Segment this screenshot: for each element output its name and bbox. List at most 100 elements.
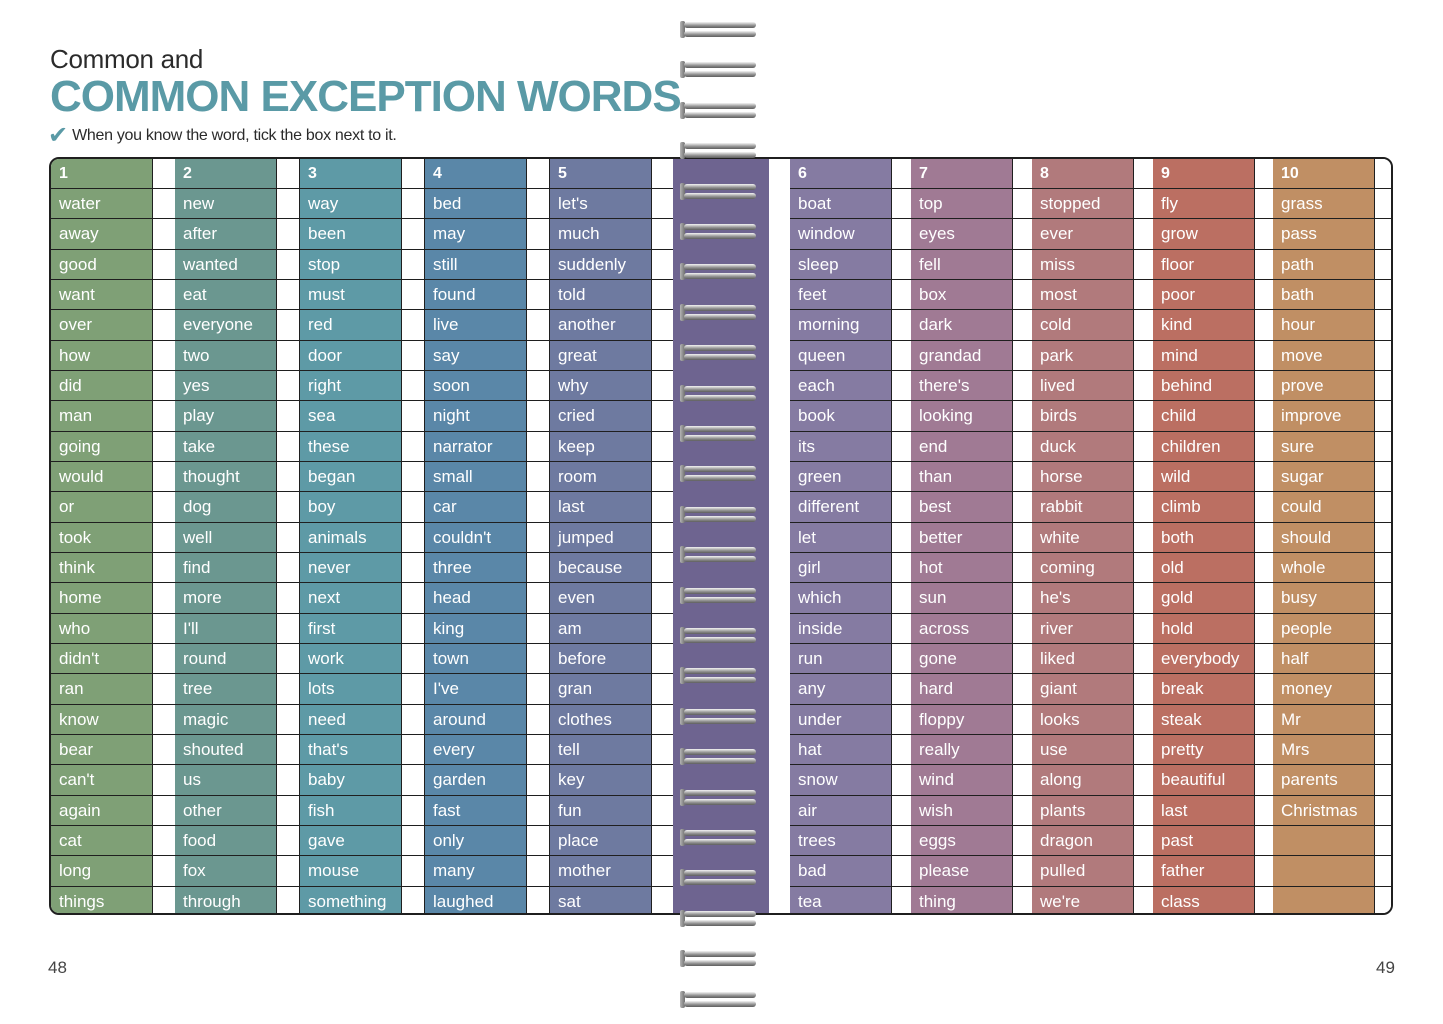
tick-box[interactable]	[1255, 462, 1277, 493]
tick-box[interactable]	[1134, 401, 1156, 432]
tick-box[interactable]	[892, 523, 914, 553]
tick-box[interactable]	[1255, 401, 1277, 432]
tick-box[interactable]	[402, 705, 424, 735]
tick-box[interactable]	[153, 280, 175, 311]
tick-box[interactable]	[1013, 280, 1035, 311]
tick-box[interactable]	[892, 280, 914, 311]
tick-box[interactable]	[1375, 371, 1391, 402]
tick-box[interactable]	[1375, 432, 1391, 462]
tick-box[interactable]	[1375, 462, 1391, 493]
tick-box[interactable]	[153, 219, 175, 250]
tick-box[interactable]	[277, 614, 299, 644]
tick-box[interactable]	[527, 219, 549, 250]
tick-box[interactable]	[153, 462, 175, 493]
tick-box[interactable]	[1255, 826, 1277, 857]
tick-box[interactable]	[1255, 735, 1277, 766]
tick-box[interactable]	[527, 280, 549, 311]
tick-box[interactable]	[652, 432, 674, 462]
tick-box[interactable]	[277, 553, 299, 584]
tick-box[interactable]	[1134, 462, 1156, 493]
tick-box[interactable]	[153, 553, 175, 584]
tick-box[interactable]	[892, 614, 914, 644]
tick-box[interactable]	[527, 887, 549, 913]
tick-box[interactable]	[1134, 492, 1156, 523]
tick-box[interactable]	[1134, 826, 1156, 857]
tick-box[interactable]	[153, 523, 175, 553]
tick-box[interactable]	[402, 826, 424, 857]
tick-box[interactable]	[1013, 583, 1035, 614]
tick-box[interactable]	[1134, 674, 1156, 705]
tick-box[interactable]	[153, 250, 175, 280]
tick-box[interactable]	[1255, 796, 1277, 826]
tick-box[interactable]	[1255, 492, 1277, 523]
tick-box[interactable]	[402, 310, 424, 341]
tick-box[interactable]	[402, 250, 424, 280]
tick-box[interactable]	[1134, 219, 1156, 250]
tick-box[interactable]	[402, 614, 424, 644]
tick-box[interactable]	[402, 887, 424, 913]
tick-box[interactable]	[277, 826, 299, 857]
tick-box[interactable]	[402, 583, 424, 614]
tick-box[interactable]	[277, 887, 299, 913]
tick-box[interactable]	[527, 341, 549, 371]
tick-box[interactable]	[527, 644, 549, 675]
tick-box[interactable]	[1134, 765, 1156, 796]
tick-box[interactable]	[1255, 250, 1277, 280]
tick-box[interactable]	[652, 705, 674, 735]
tick-box[interactable]	[1255, 614, 1277, 644]
tick-box[interactable]	[1013, 614, 1035, 644]
tick-box[interactable]	[1255, 674, 1277, 705]
tick-box[interactable]	[652, 401, 674, 432]
tick-box[interactable]	[1375, 583, 1391, 614]
tick-box[interactable]	[1013, 401, 1035, 432]
tick-box[interactable]	[1134, 341, 1156, 371]
tick-box[interactable]	[402, 432, 424, 462]
tick-box[interactable]	[153, 826, 175, 857]
tick-box[interactable]	[1255, 523, 1277, 553]
tick-box[interactable]	[892, 250, 914, 280]
tick-box[interactable]	[652, 492, 674, 523]
tick-box[interactable]	[1013, 856, 1035, 887]
tick-box[interactable]	[1255, 856, 1277, 887]
tick-box[interactable]	[1134, 189, 1156, 220]
tick-box[interactable]	[1013, 250, 1035, 280]
tick-box[interactable]	[277, 432, 299, 462]
tick-box[interactable]	[1134, 583, 1156, 614]
tick-box[interactable]	[1255, 280, 1277, 311]
tick-box[interactable]	[1013, 523, 1035, 553]
tick-box[interactable]	[892, 310, 914, 341]
tick-box[interactable]	[277, 796, 299, 826]
tick-box[interactable]	[527, 856, 549, 887]
tick-box[interactable]	[652, 674, 674, 705]
tick-box[interactable]	[402, 765, 424, 796]
tick-box[interactable]	[277, 765, 299, 796]
tick-box[interactable]	[1375, 492, 1391, 523]
tick-box[interactable]	[1255, 432, 1277, 462]
tick-box[interactable]	[892, 705, 914, 735]
tick-box[interactable]	[652, 856, 674, 887]
tick-box[interactable]	[153, 189, 175, 220]
tick-box[interactable]	[892, 401, 914, 432]
tick-box[interactable]	[1255, 644, 1277, 675]
tick-box[interactable]	[402, 674, 424, 705]
tick-box[interactable]	[1013, 826, 1035, 857]
tick-box[interactable]	[652, 310, 674, 341]
tick-box[interactable]	[1134, 644, 1156, 675]
tick-box[interactable]	[892, 856, 914, 887]
tick-box[interactable]	[1013, 432, 1035, 462]
tick-box[interactable]	[1375, 674, 1391, 705]
tick-box[interactable]	[153, 371, 175, 402]
tick-box[interactable]	[153, 856, 175, 887]
tick-box[interactable]	[1013, 644, 1035, 675]
tick-box[interactable]	[652, 341, 674, 371]
tick-box[interactable]	[527, 371, 549, 402]
tick-box[interactable]	[1375, 341, 1391, 371]
tick-box[interactable]	[652, 796, 674, 826]
tick-box[interactable]	[1255, 310, 1277, 341]
tick-box[interactable]	[277, 189, 299, 220]
tick-box[interactable]	[1013, 189, 1035, 220]
tick-box[interactable]	[652, 553, 674, 584]
tick-box[interactable]	[1255, 341, 1277, 371]
tick-box[interactable]	[153, 401, 175, 432]
tick-box[interactable]	[652, 371, 674, 402]
